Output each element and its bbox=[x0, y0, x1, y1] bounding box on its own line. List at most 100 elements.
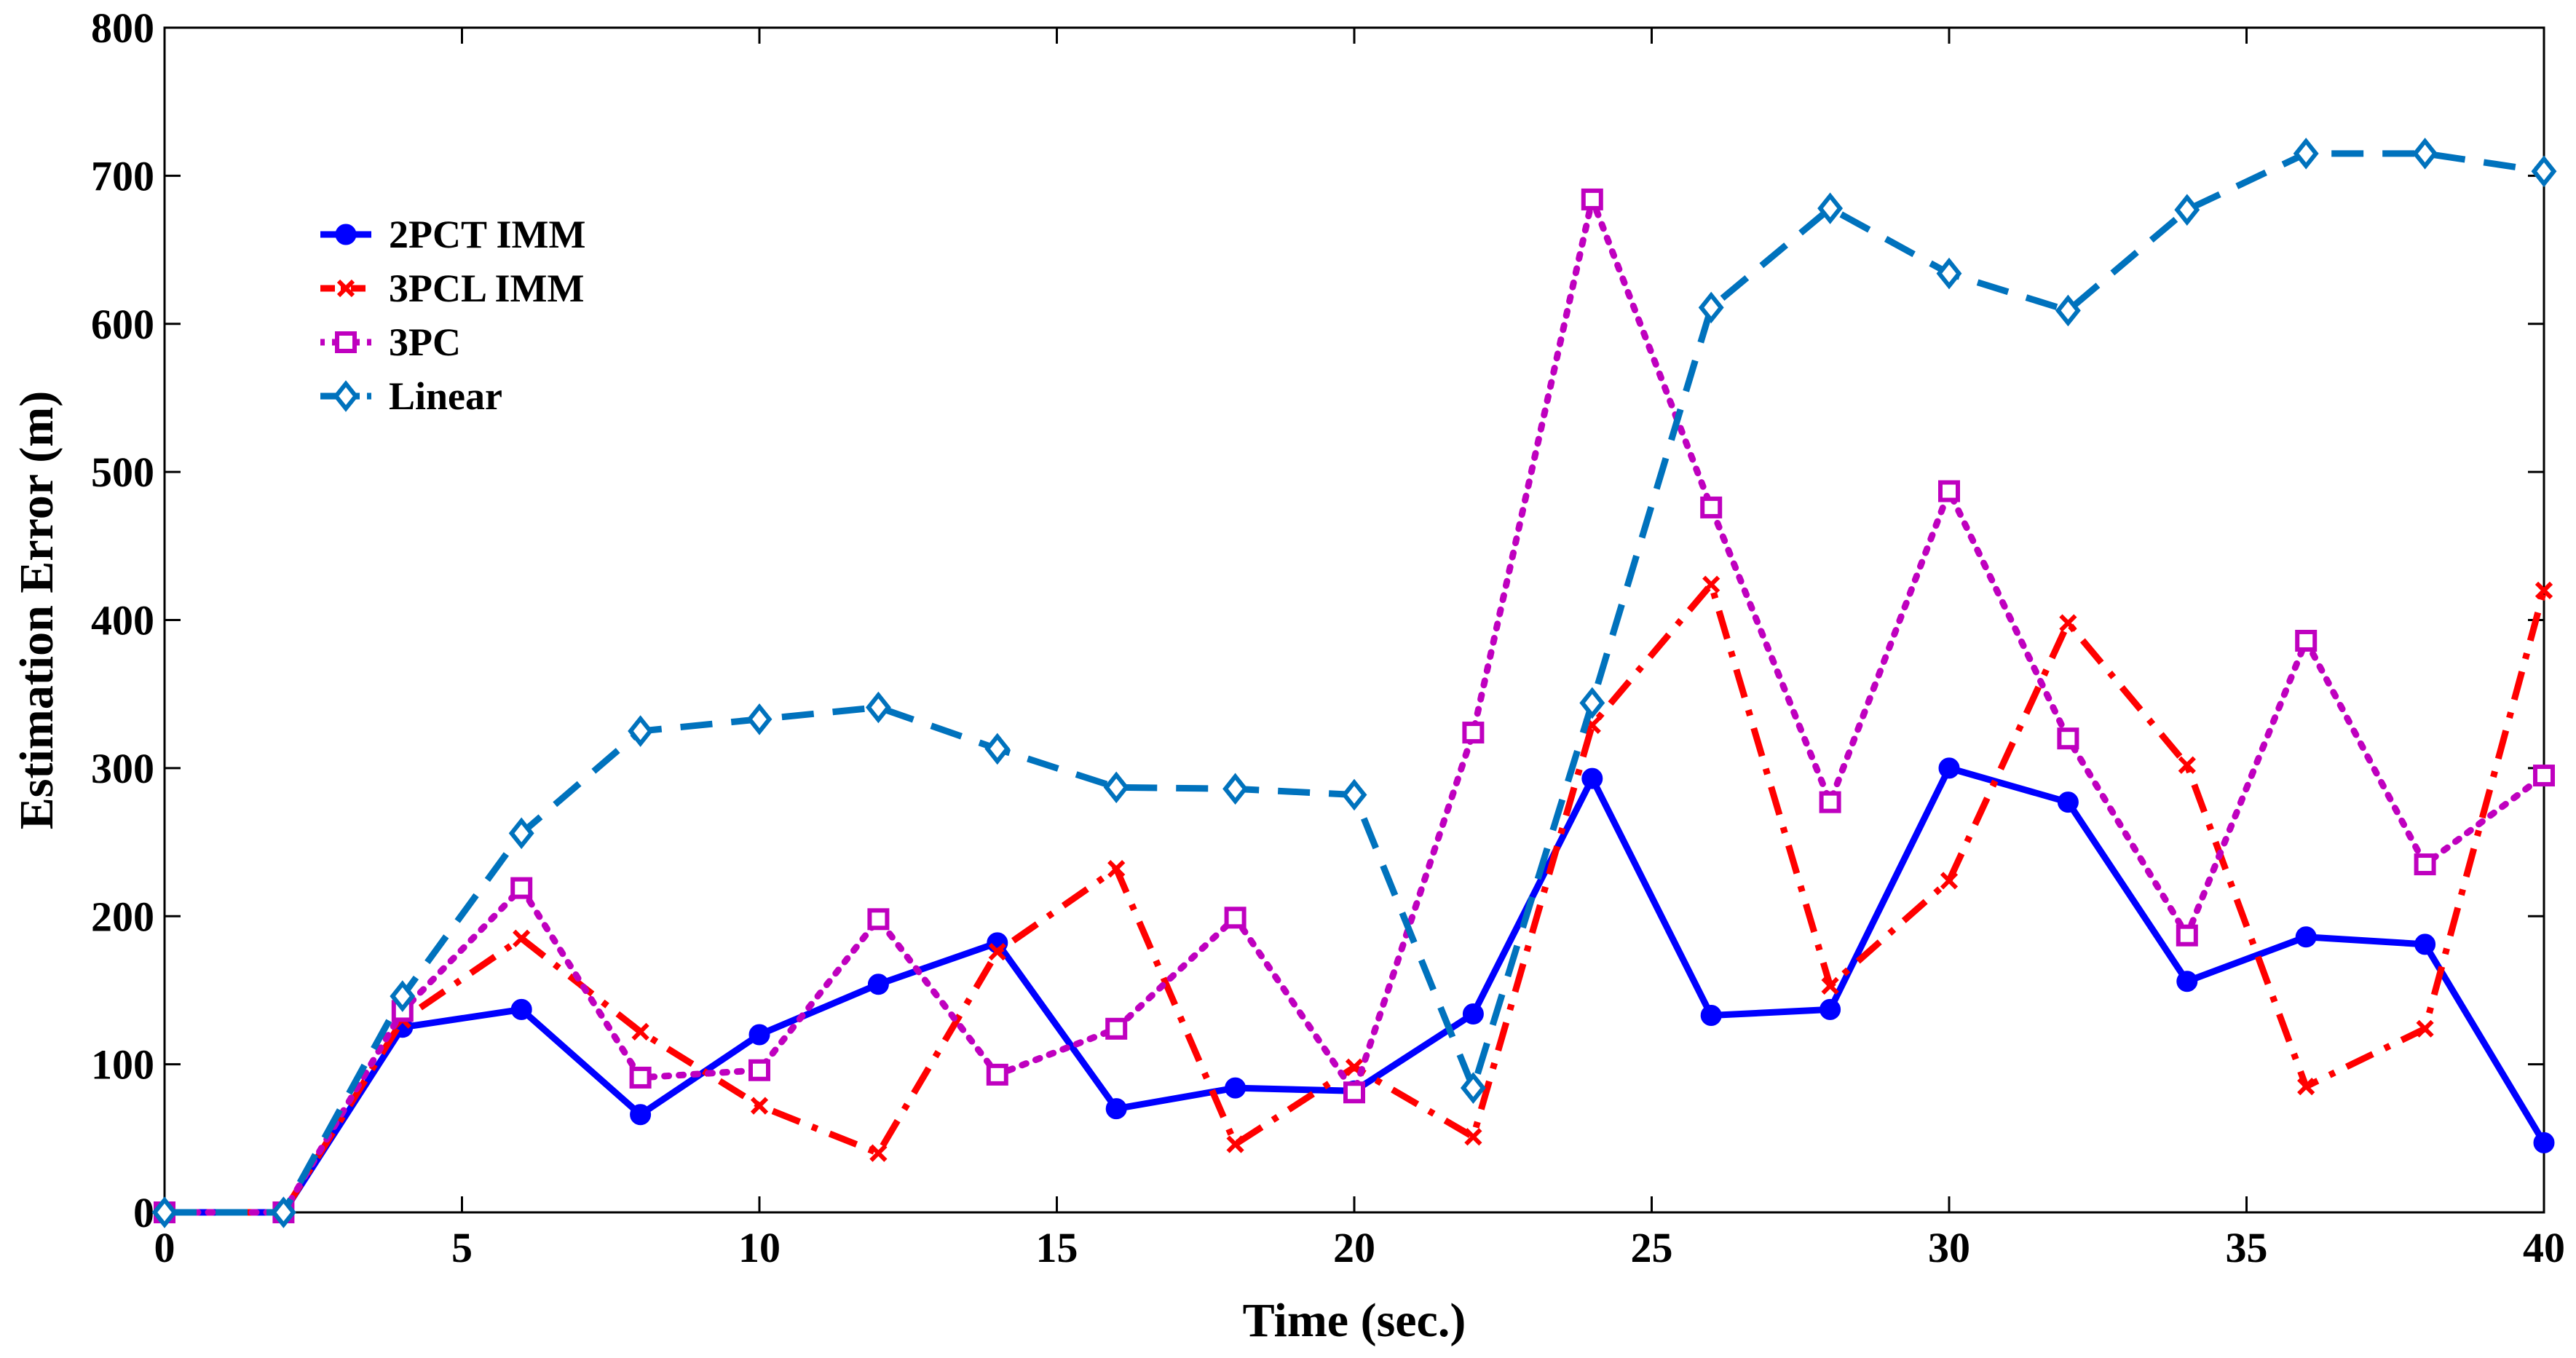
data-point bbox=[2416, 1019, 2434, 1038]
data-point bbox=[630, 1104, 652, 1126]
data-point bbox=[984, 733, 1011, 765]
data-point bbox=[1103, 771, 1129, 804]
x-axis-label: Time (sec.) bbox=[1243, 1294, 1466, 1347]
data-point bbox=[867, 974, 889, 995]
data-point bbox=[2176, 924, 2198, 947]
data-point bbox=[1817, 192, 1844, 224]
data-point bbox=[2414, 853, 2436, 876]
legend-entry: 3PCL IMM bbox=[320, 267, 584, 310]
y-tick-label: 600 bbox=[91, 301, 154, 348]
data-point bbox=[1105, 1098, 1127, 1120]
data-point bbox=[1936, 257, 1962, 290]
data-point bbox=[151, 1196, 178, 1228]
data-point bbox=[2057, 727, 2079, 750]
data-point bbox=[510, 998, 532, 1020]
data-point bbox=[1462, 1003, 1484, 1025]
data-point bbox=[1938, 480, 1960, 502]
data-point bbox=[628, 715, 654, 747]
data-point bbox=[1225, 1077, 1246, 1099]
series-linear bbox=[151, 138, 2557, 1228]
legend-marker bbox=[335, 224, 357, 245]
data-point bbox=[1105, 1017, 1128, 1040]
y-tick-label: 800 bbox=[91, 4, 154, 52]
data-point bbox=[2174, 194, 2200, 226]
data-point bbox=[2297, 1078, 2315, 1096]
x-tick-label: 40 bbox=[2523, 1224, 2565, 1271]
data-point bbox=[746, 703, 773, 735]
x-axis-ticks: 0 5 10 15 20 25 30 35 40 bbox=[154, 28, 2565, 1271]
data-point bbox=[1940, 872, 1959, 890]
data-point bbox=[2531, 155, 2557, 188]
data-point bbox=[629, 1066, 652, 1089]
data-point bbox=[865, 691, 891, 724]
data-point bbox=[1224, 907, 1246, 929]
data-point bbox=[1581, 188, 1603, 210]
data-point bbox=[1341, 778, 1367, 811]
data-point bbox=[508, 817, 534, 850]
y-axis-label: Estimation Error (m) bbox=[10, 391, 63, 829]
data-point bbox=[2293, 138, 2319, 170]
legend-entry: 2PCT IMM bbox=[320, 213, 585, 256]
data-point bbox=[867, 908, 890, 931]
x-tick-label: 15 bbox=[1036, 1224, 1078, 1271]
legend-label: 3PCL IMM bbox=[389, 267, 584, 310]
data-point bbox=[2534, 581, 2553, 599]
data-point bbox=[1343, 1081, 1365, 1104]
data-point bbox=[270, 1196, 296, 1228]
data-point bbox=[1462, 722, 1485, 744]
data-point bbox=[1702, 575, 1720, 593]
y-tick-label: 100 bbox=[91, 1041, 154, 1089]
data-point bbox=[748, 1024, 770, 1046]
data-point bbox=[1821, 976, 1839, 995]
y-tick-label: 300 bbox=[91, 745, 154, 792]
data-point bbox=[2414, 933, 2436, 955]
data-point bbox=[2057, 791, 2079, 813]
data-point bbox=[390, 980, 416, 1012]
data-point bbox=[748, 1059, 770, 1081]
series-line bbox=[165, 150, 2545, 1216]
data-point bbox=[510, 877, 533, 899]
data-point bbox=[1938, 757, 1960, 779]
y-tick-label: 700 bbox=[91, 152, 154, 200]
data-point bbox=[1579, 687, 1605, 719]
data-point bbox=[1460, 1072, 1486, 1104]
x-tick-label: 30 bbox=[1928, 1224, 1970, 1271]
data-point bbox=[988, 942, 1006, 961]
data-point bbox=[631, 1022, 649, 1041]
legend: 2PCT IMM 3PCL IMM 3PC Linear bbox=[320, 213, 585, 418]
data-point bbox=[1700, 496, 1723, 518]
legend-marker bbox=[335, 331, 357, 353]
data-point bbox=[1581, 767, 1603, 789]
data-point bbox=[2178, 756, 2196, 774]
y-tick-label: 200 bbox=[91, 893, 154, 940]
data-point bbox=[2533, 765, 2555, 787]
data-point bbox=[1698, 291, 1724, 324]
y-tick-label: 500 bbox=[91, 449, 154, 496]
x-tick-label: 5 bbox=[451, 1224, 473, 1271]
y-axis-ticks: 0 100 200 300 400 500 600 700 800 bbox=[91, 4, 2544, 1236]
data-point bbox=[2295, 926, 2317, 948]
data-point bbox=[2059, 614, 2077, 632]
data-point bbox=[869, 1144, 888, 1162]
legend-label: 3PC bbox=[389, 320, 461, 364]
data-point bbox=[1464, 1128, 1482, 1146]
plot-series bbox=[151, 138, 2557, 1228]
x-tick-label: 35 bbox=[2226, 1224, 2268, 1271]
data-point bbox=[2412, 138, 2438, 170]
data-point bbox=[1222, 773, 1249, 805]
data-point bbox=[1820, 998, 1841, 1020]
legend-entry: Linear bbox=[320, 374, 502, 418]
data-point bbox=[1700, 1005, 1722, 1027]
y-tick-label: 0 bbox=[133, 1189, 154, 1236]
data-point bbox=[2055, 294, 2081, 327]
data-point bbox=[750, 1097, 769, 1115]
data-point bbox=[2295, 629, 2318, 652]
legend-label: 2PCT IMM bbox=[389, 213, 585, 256]
data-point bbox=[513, 929, 531, 947]
data-point bbox=[1226, 1135, 1244, 1153]
x-tick-label: 20 bbox=[1333, 1224, 1375, 1271]
legend-label: Linear bbox=[389, 374, 502, 418]
legend-marker bbox=[336, 279, 355, 298]
data-point bbox=[986, 1063, 1008, 1086]
